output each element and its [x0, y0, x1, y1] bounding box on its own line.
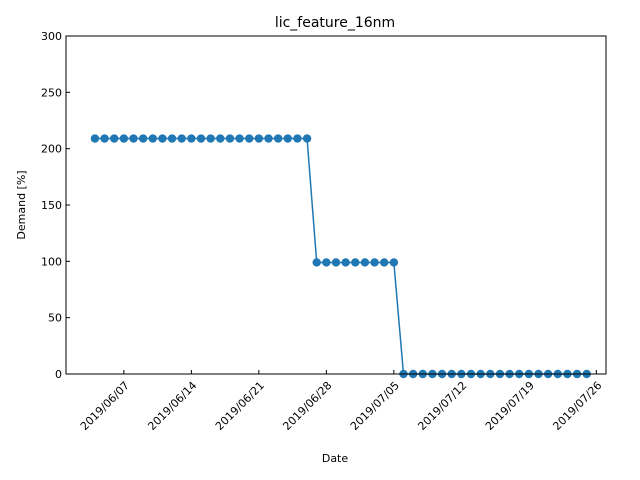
data-point: [225, 134, 235, 143]
data-point: [245, 134, 254, 143]
data-point: [351, 258, 360, 267]
data-point: [360, 258, 370, 267]
plot-frame: [65, 35, 607, 375]
data-point: [302, 134, 312, 143]
x-tick-label: 2019/06/07: [78, 379, 132, 433]
x-axis-label: Date: [322, 452, 349, 465]
data-point: [158, 134, 167, 143]
data-point: [341, 258, 350, 267]
data-point: [129, 134, 138, 143]
data-point: [254, 134, 264, 143]
data-point: [110, 134, 119, 143]
x-tick-label: 2019/07/05: [348, 379, 402, 433]
x-tick-label: 2019/06/21: [213, 379, 267, 433]
y-tick-label: 100: [41, 255, 62, 268]
data-point: [167, 134, 177, 143]
y-axis: 0 50 100 150 200 250 300: [41, 30, 70, 381]
chart-title: lic_feature_16nm: [275, 15, 395, 31]
data-point: [177, 134, 186, 143]
data-point: [90, 134, 100, 143]
data-point: [312, 258, 321, 267]
data-point: [100, 134, 109, 143]
x-tick-label: 2019/07/19: [483, 379, 537, 433]
x-tick-label: 2019/07/26: [550, 379, 604, 433]
data-point: [138, 134, 148, 143]
y-tick-label: 300: [41, 30, 62, 43]
y-tick-label: 150: [41, 199, 62, 212]
data-point: [389, 258, 399, 267]
x-axis: 2019/06/07 2019/06/14 2019/06/21 2019/06/28…: [78, 370, 604, 433]
data-point: [187, 134, 196, 143]
y-tick-label: 200: [41, 143, 62, 156]
data-point: [293, 134, 302, 143]
data-point: [273, 134, 283, 143]
x-tick-label: 2019/06/28: [280, 379, 334, 433]
y-tick-label: 0: [55, 368, 62, 381]
x-tick-label: 2019/06/14: [145, 379, 199, 433]
y-axis-label: Demand [%]: [15, 170, 28, 239]
data-point: [331, 258, 341, 267]
x-tick-label: 2019/07/12: [415, 379, 469, 433]
data-point: [235, 134, 244, 143]
data-point: [196, 134, 206, 143]
plot-area: [90, 134, 591, 379]
series-line: [94, 137, 587, 375]
data-point: [206, 134, 215, 143]
data-point: [283, 134, 292, 143]
data-point: [148, 134, 157, 143]
y-tick-label: 50: [48, 312, 62, 325]
data-point: [264, 134, 273, 143]
data-point: [216, 134, 225, 143]
data-point: [322, 258, 331, 267]
data-point: [380, 258, 389, 267]
data-point: [370, 258, 379, 267]
data-point: [119, 134, 129, 143]
y-tick-label: 250: [41, 86, 62, 99]
